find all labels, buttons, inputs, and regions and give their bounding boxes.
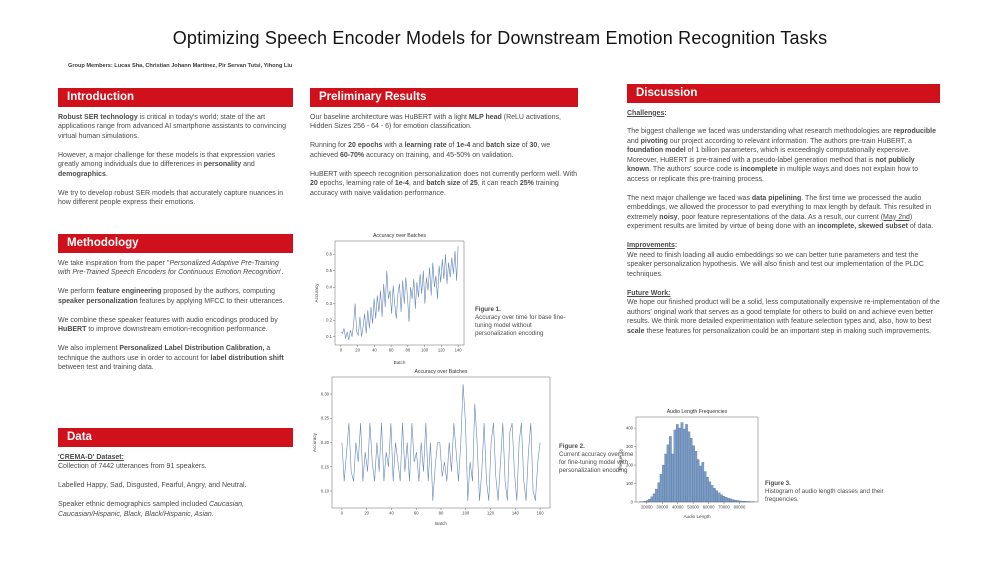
results-text: Our baseline architecture was HuBERT wit…: [310, 107, 578, 199]
svg-text:0: 0: [631, 500, 634, 505]
svg-text:Batch: Batch: [394, 360, 406, 365]
methodology-text: We take inspiration from the paper ''Per…: [58, 253, 293, 373]
figure1-caption: Figure 1. Accuracy over time for base fi…: [475, 306, 575, 338]
paragraph: Our baseline architecture was HuBERT wit…: [310, 113, 561, 131]
svg-text:0.30: 0.30: [321, 391, 330, 396]
svg-text:0.25: 0.25: [321, 416, 330, 421]
section-data: Data 'CREMA-D' Dataset: Collection of 744…: [58, 428, 293, 529]
section-discussion: Discussion Challenges: The biggest chall…: [627, 84, 940, 346]
svg-text:0.10: 0.10: [321, 489, 330, 494]
figure1-chart: 0 20 40 60 80 100 120 140 0.1 0.2 0.3 0.4 0.5 0.6 Accu…: [313, 228, 471, 371]
paragraph: Challenges:: [627, 109, 667, 117]
figure2-caption-label: Figure 2.: [559, 443, 585, 450]
svg-text:Frequency: Frequency: [618, 448, 623, 470]
svg-text:60: 60: [414, 511, 419, 516]
figure3-caption: Figure 3. Histogram of audio length clas…: [765, 480, 895, 504]
section-heading-preliminary-results: Preliminary Results: [310, 88, 578, 107]
svg-text:40: 40: [389, 511, 394, 516]
figure2-caption: Figure 2. Current accuracy over time for…: [559, 443, 635, 475]
section-heading-discussion: Discussion: [627, 84, 940, 103]
paragraph: We try to develop robust SER models that…: [58, 189, 284, 207]
paragraph: HuBERT with speech recognition personali…: [310, 170, 578, 197]
svg-text:Accuracy: Accuracy: [312, 432, 317, 452]
svg-text:80000: 80000: [734, 505, 746, 510]
paragraph: Running for 20 epochs with a learning ra…: [310, 142, 551, 159]
svg-text:400: 400: [626, 426, 634, 431]
data-text: 'CREMA-D' Dataset: Collection of 7442 utt…: [58, 447, 293, 520]
paragraph: The biggest challenge we faced was under…: [627, 128, 936, 183]
svg-text:0: 0: [340, 348, 343, 353]
svg-text:0.5: 0.5: [326, 268, 332, 273]
svg-text:300: 300: [626, 444, 634, 449]
svg-text:60000: 60000: [703, 505, 715, 510]
paragraph: We perform feature engineering proposed …: [58, 288, 285, 305]
figure1-caption-label: Figure 1.: [475, 306, 501, 313]
svg-text:0.20: 0.20: [321, 440, 330, 445]
svg-text:0: 0: [341, 511, 344, 516]
svg-text:30000: 30000: [656, 505, 668, 510]
svg-text:40000: 40000: [672, 505, 684, 510]
svg-text:100: 100: [626, 481, 634, 486]
figure3-chart: 20000 30000 40000 50000 60000 70000 80000 0 100 2…: [617, 406, 764, 525]
section-heading-methodology: Methodology: [58, 234, 293, 253]
svg-text:70000: 70000: [718, 505, 730, 510]
svg-text:160: 160: [537, 511, 545, 516]
section-introduction: Introduction Robust SER technology is cr…: [58, 88, 293, 217]
svg-text:50000: 50000: [687, 505, 699, 510]
authors-line: Group Members: Lucas Sha, Christian Joha…: [68, 63, 293, 69]
svg-text:Accuracy over Batches: Accuracy over Batches: [414, 369, 467, 375]
svg-text:120: 120: [487, 511, 495, 516]
discussion-text: Challenges: The biggest challenge we fac…: [627, 103, 940, 337]
svg-text:Audio Length Frequencies: Audio Length Frequencies: [667, 409, 728, 415]
svg-text:20: 20: [355, 348, 360, 353]
svg-text:20000: 20000: [641, 505, 653, 510]
svg-text:Batch: Batch: [435, 521, 447, 526]
paragraph: We combine these speaker features with a…: [58, 316, 278, 334]
svg-text:120: 120: [438, 348, 446, 353]
svg-text:40: 40: [372, 348, 377, 353]
paragraph: 'CREMA-D' Dataset: Collection of 7442 utt…: [58, 453, 207, 471]
figure2-chart: 0 20 40 60 80 100 120 140 160 0.10 0.15 0.20 0.25 0.3…: [311, 366, 558, 532]
paragraph: The next major challenge we faced was da…: [627, 194, 934, 231]
svg-text:100: 100: [462, 511, 470, 516]
svg-text:140: 140: [455, 348, 463, 353]
svg-text:0.1: 0.1: [326, 334, 332, 339]
section-methodology: Methodology We take inspiration from the…: [58, 234, 293, 382]
paragraph: We take inspiration from the paper ''Per…: [58, 259, 284, 277]
figure2-caption-text: Current accuracy over time for fine-tuni…: [559, 450, 634, 474]
svg-text:20: 20: [364, 511, 369, 516]
svg-text:0.15: 0.15: [321, 464, 330, 469]
svg-text:0.3: 0.3: [326, 301, 332, 306]
poster-title: Optimizing Speech Encoder Models for Dow…: [172, 28, 828, 48]
section-heading-data: Data: [58, 428, 293, 447]
paragraph: Labelled Happy, Sad, Disgusted, Fearful,…: [58, 482, 247, 489]
svg-text:Audio Length: Audio Length: [683, 514, 711, 519]
introduction-text: Robust SER technology is critical in tod…: [58, 107, 293, 208]
section-preliminary-results: Preliminary Results Our baseline archite…: [310, 88, 578, 208]
paragraph: We also implement Personalized Label Dis…: [58, 345, 284, 371]
figure3-caption-text: Histogram of audio length classes and th…: [765, 487, 884, 503]
svg-text:0.6: 0.6: [326, 252, 332, 257]
svg-text:60: 60: [389, 348, 394, 353]
svg-text:80: 80: [406, 348, 411, 353]
section-heading-introduction: Introduction: [58, 88, 293, 107]
svg-text:200: 200: [626, 463, 634, 468]
svg-text:100: 100: [421, 348, 429, 353]
paragraph: Robust SER technology is critical in tod…: [58, 113, 287, 140]
svg-text:Accuracy: Accuracy: [314, 283, 319, 303]
paragraph: However, a major challenge for these mod…: [58, 151, 276, 178]
svg-text:140: 140: [512, 511, 520, 516]
figure1-caption-text: Accuracy over time for base fine-tuning …: [475, 313, 566, 337]
svg-text:0.2: 0.2: [326, 318, 332, 323]
svg-text:Accuracy over Batches: Accuracy over Batches: [373, 233, 426, 239]
paragraph: Improvements: We need to finish loading a…: [627, 242, 924, 278]
paragraph: Future Work: We hope our finished product…: [627, 289, 940, 335]
paragraph: Speaker ethnic demographics sampled incl…: [58, 501, 245, 518]
svg-text:80: 80: [439, 511, 444, 516]
figure3-caption-label: Figure 3.: [765, 480, 791, 487]
svg-text:0.4: 0.4: [326, 285, 332, 290]
